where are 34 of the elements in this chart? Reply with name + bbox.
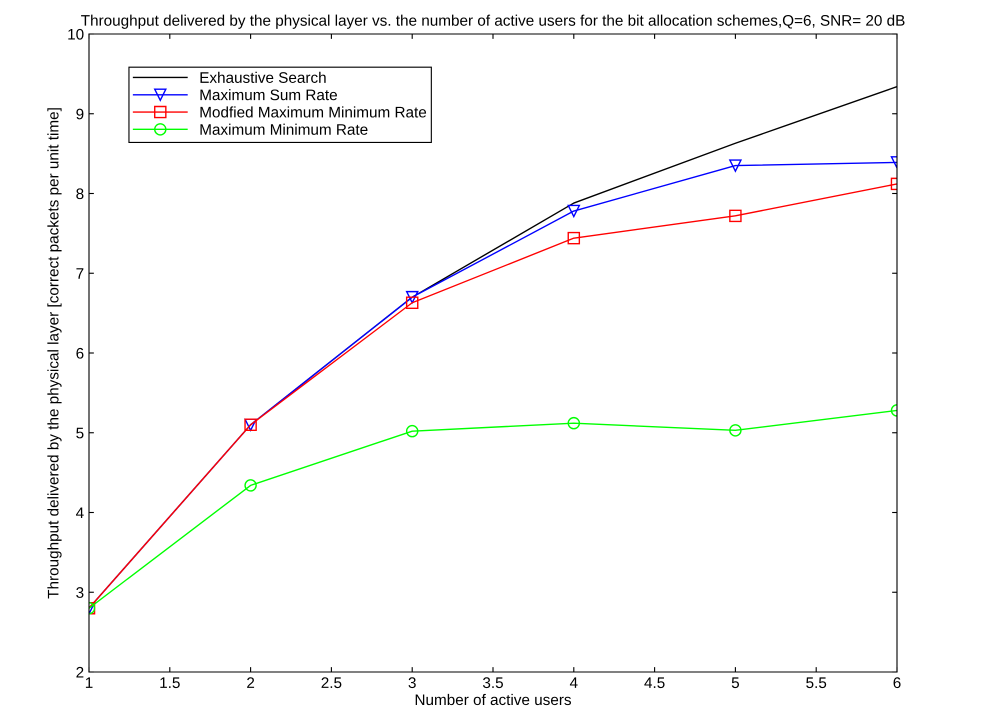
y-tick-label: 6 xyxy=(76,348,84,359)
chart-title: Throughput delivered by the physical layer vs. the number of active users for the bit allocation schemes,Q=6, SNR= 20 dB xyxy=(81,14,905,29)
point xyxy=(406,290,418,304)
x-tick-label: 3 xyxy=(408,677,416,688)
x-tick-label: 2 xyxy=(247,677,254,688)
legend-label: Exhaustive Search xyxy=(200,72,326,83)
x-tick-label: 4.5 xyxy=(644,677,665,688)
legend-label: Maximum Minimum Rate xyxy=(200,124,368,135)
point xyxy=(568,204,580,218)
y-tick-label: 2 xyxy=(76,666,84,678)
x-tick-label: 3.5 xyxy=(482,677,503,688)
point xyxy=(568,416,580,430)
x-tick-label: 4 xyxy=(570,677,578,688)
y-tick-label: 5 xyxy=(76,428,84,438)
y-axis-title: Throughput delivered by the physical layer [correct packets per unit time] xyxy=(47,108,62,598)
point xyxy=(568,232,580,244)
y-tick-label: 7 xyxy=(76,268,84,279)
x-tick-label: 5.5 xyxy=(806,677,826,688)
y-tick-label: 4 xyxy=(76,508,84,518)
x-tick-label: 6 xyxy=(894,677,901,688)
x-tick-label: 2.5 xyxy=(322,677,342,688)
point xyxy=(406,424,418,438)
x-axis-title: Number of active users xyxy=(416,694,571,706)
legend-label: Modfied Maximum Minimum Rate xyxy=(200,106,426,118)
point xyxy=(244,479,257,492)
legend-label: Maximum Sum Rate xyxy=(200,89,337,100)
point xyxy=(406,296,418,310)
y-tick-label: 10 xyxy=(68,28,84,40)
x-tick-label: 1.5 xyxy=(160,677,180,688)
x-tick-label: 5 xyxy=(732,677,740,688)
y-tick-label: 9 xyxy=(76,108,84,120)
y-tick-label: 8 xyxy=(76,188,84,200)
x-tick-label: 1 xyxy=(86,677,93,688)
y-tick-label: 3 xyxy=(76,587,84,598)
